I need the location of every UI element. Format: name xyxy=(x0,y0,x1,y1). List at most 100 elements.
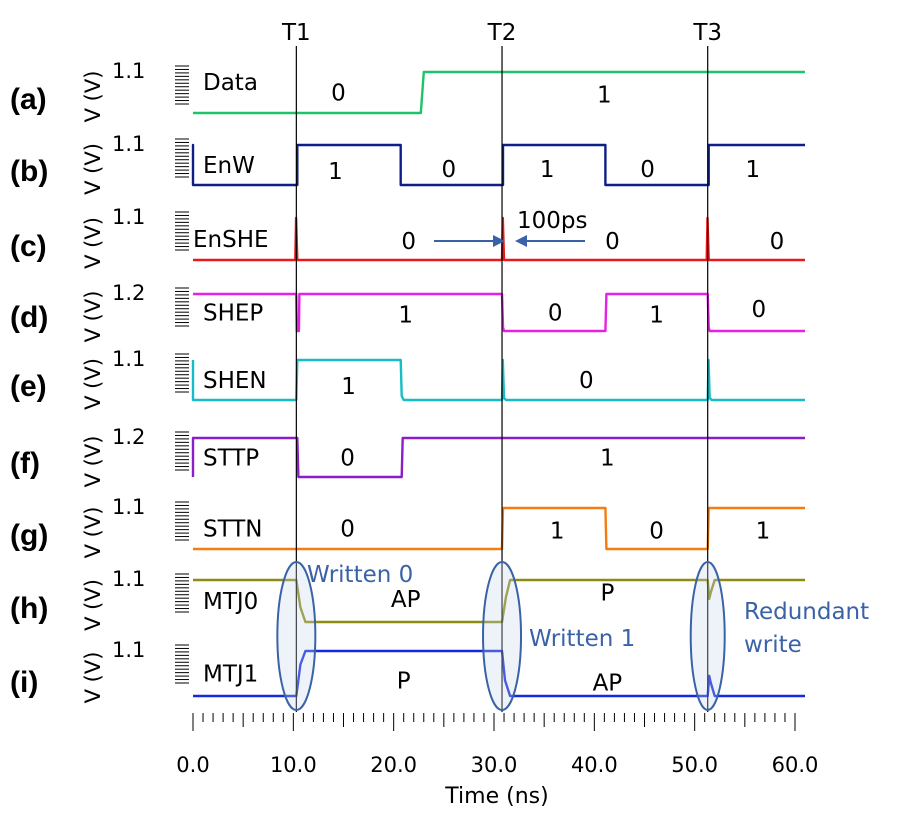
waveform-d xyxy=(193,292,805,333)
y-max-label-f: 1.2 xyxy=(112,425,145,449)
x-tick-label: 40.0 xyxy=(571,753,618,777)
state-label-b: 1 xyxy=(746,157,761,183)
signal-name-h: MTJ0 xyxy=(203,589,258,615)
x-tick-label: 10.0 xyxy=(270,753,317,777)
panel-letter-g: (g) xyxy=(10,519,48,552)
y-axis-label-d: V (V) xyxy=(81,291,105,343)
state-label-i: P xyxy=(397,668,411,694)
state-label-a: 0 xyxy=(331,81,346,107)
y-axis-label-a: V (V) xyxy=(81,71,105,123)
state-label-a: 1 xyxy=(597,83,612,109)
signal-name-i: MTJ1 xyxy=(203,662,258,688)
panel-f: (f) V (V) 1.2 STTP 0 1 xyxy=(10,425,805,487)
panel-letter-c: (c) xyxy=(10,230,47,263)
y-max-label-i: 1.1 xyxy=(112,638,145,662)
state-label-h: AP xyxy=(391,587,421,613)
highlight-ellipse-3 xyxy=(689,561,726,711)
state-label-d: 0 xyxy=(548,301,563,327)
waveform-a xyxy=(193,70,805,115)
waveform-g xyxy=(193,506,805,551)
y-max-label-d: 1.2 xyxy=(112,281,145,305)
state-label-h: P xyxy=(600,581,614,607)
time-marker-label-t2: T2 xyxy=(487,20,517,46)
state-label-b: 0 xyxy=(442,157,457,183)
panel-d: (d) V (V) 1.2 SHEP 1 0 1 0 xyxy=(10,281,805,342)
state-label-g: 0 xyxy=(649,519,664,545)
state-label-f: 1 xyxy=(600,446,615,472)
panel-letter-a: (a) xyxy=(10,83,47,116)
y-axis-label-g: V (V) xyxy=(81,507,105,559)
annotation-written-0: Written 0 xyxy=(307,562,413,588)
panel-letter-d: (d) xyxy=(10,301,48,334)
y-max-label-g: 1.1 xyxy=(112,495,145,519)
signal-name-b: EnW xyxy=(203,153,255,179)
waveform-h xyxy=(193,578,805,624)
state-label-e: 0 xyxy=(579,368,594,394)
state-label-d: 1 xyxy=(398,302,413,328)
state-label-c: 0 xyxy=(605,229,620,255)
panel-e: (e) V (V) 1.1 SHEN 1 0 xyxy=(10,347,805,410)
time-marker-label-t3: T3 xyxy=(692,20,722,46)
y-axis-label-c: V (V) xyxy=(81,217,105,269)
state-label-g: 0 xyxy=(340,517,355,543)
panel-letter-h: (h) xyxy=(10,592,48,625)
waveform-e xyxy=(191,358,805,402)
state-label-d: 0 xyxy=(752,297,767,323)
panel-c: (c) V (V) 1.1 EnSHE 0 0 0 xyxy=(10,205,805,269)
annotation-redundant: Redundant xyxy=(744,599,869,625)
annotations-layer: 100ps Written 0 Written 1 Redundant write xyxy=(276,208,869,711)
x-tick-label: 20.0 xyxy=(370,753,417,777)
y-max-label-b: 1.1 xyxy=(112,132,145,156)
x-tick-label: 50.0 xyxy=(671,753,718,777)
panel-letter-f: (f) xyxy=(10,447,40,480)
annotation-written-1: Written 1 xyxy=(529,626,635,652)
state-label-g: 1 xyxy=(550,519,565,545)
y-axis-label-f: V (V) xyxy=(81,436,105,488)
panel-g: (g) V (V) 1.1 STTN 0 1 0 1 xyxy=(10,495,805,558)
time-markers-layer: T1 T2 T3 xyxy=(281,20,722,712)
panel-letter-e: (e) xyxy=(10,370,47,403)
state-label-b: 1 xyxy=(540,157,555,183)
waveform-b xyxy=(191,143,805,187)
y-max-label-e: 1.1 xyxy=(112,347,145,371)
panel-letter-i: (i) xyxy=(10,666,38,699)
signal-name-d: SHEP xyxy=(203,301,263,327)
state-label-g: 1 xyxy=(756,519,771,545)
state-label-e: 1 xyxy=(341,374,356,400)
state-label-b: 1 xyxy=(328,159,343,185)
state-label-f: 0 xyxy=(340,446,355,472)
pulse-arrow-left-head xyxy=(493,235,505,247)
x-tick-label: 30.0 xyxy=(471,753,518,777)
x-tick-label: 60.0 xyxy=(772,753,819,777)
y-axis-label-i: V (V) xyxy=(81,652,105,704)
y-axis-label-b: V (V) xyxy=(81,143,105,195)
signal-name-f: STTP xyxy=(203,446,259,472)
y-max-label-a: 1.1 xyxy=(112,59,145,83)
time-marker-label-t1: T1 xyxy=(281,20,311,46)
signal-name-c: EnSHE xyxy=(193,227,269,253)
x-axis-label: Time (ns) xyxy=(444,784,548,809)
y-axis-label-e: V (V) xyxy=(81,358,105,410)
waveform-i xyxy=(193,649,805,698)
x-axis: 0.0 10.0 20.0 30.0 40.0 50.0 60.0 xyxy=(176,713,818,777)
highlight-ellipse-2 xyxy=(482,561,523,711)
y-axis-label-h: V (V) xyxy=(81,579,105,631)
state-label-c: 0 xyxy=(401,229,416,255)
state-label-c: 0 xyxy=(770,229,785,255)
panel-i: (i) V (V) 1.1 MTJ1 P AP xyxy=(10,638,805,703)
signal-name-g: STTN xyxy=(203,517,263,543)
x-tick-label: 0.0 xyxy=(176,753,209,777)
signals-layer: (a) V (V) 1.1 Data 0 1 (b) V (V) 1.1 EnW 1 0 1 0 1 (c) V… xyxy=(10,59,805,703)
highlight-ellipse-1 xyxy=(276,561,317,711)
signal-name-e: SHEN xyxy=(203,368,267,394)
annotation-write: write xyxy=(744,632,802,658)
panel-b: (b) V (V) 1.1 EnW 1 0 1 0 1 xyxy=(10,132,805,195)
pulse-width-label: 100ps xyxy=(517,208,587,234)
y-max-label-h: 1.1 xyxy=(112,567,145,591)
waveform-f xyxy=(191,436,805,479)
y-max-label-c: 1.1 xyxy=(112,205,145,229)
state-label-d: 1 xyxy=(649,302,664,328)
panel-letter-b: (b) xyxy=(10,155,48,188)
panel-h: (h) V (V) 1.1 MTJ0 AP P xyxy=(10,567,805,631)
